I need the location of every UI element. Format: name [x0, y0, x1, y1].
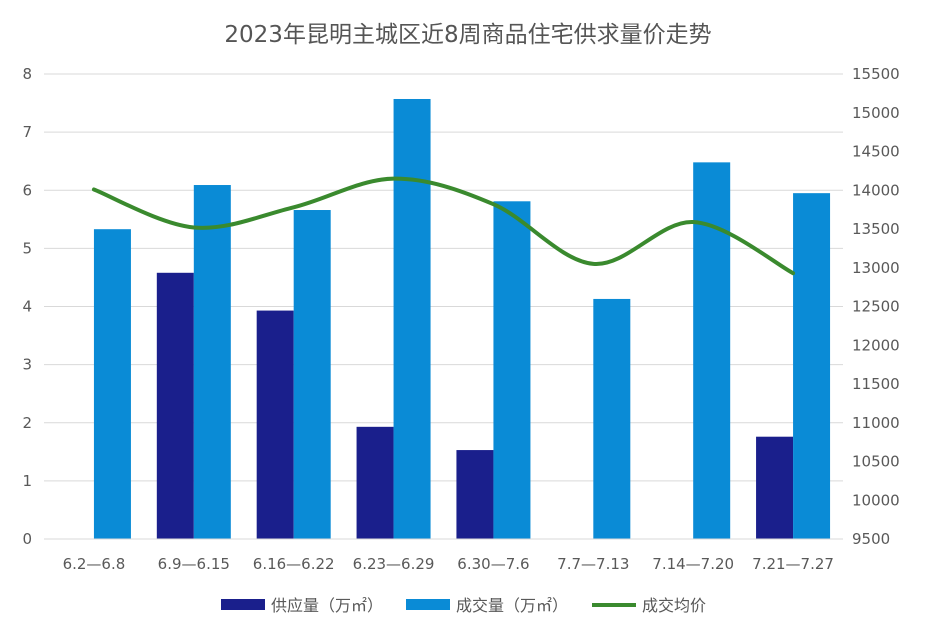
right-tick-label: 11500	[852, 375, 900, 393]
left-tick-label: 5	[22, 239, 32, 257]
legend-label: 成交量（万㎡）	[456, 596, 568, 615]
supply-bar	[157, 273, 194, 539]
x-tick-label: 6.9—6.15	[158, 555, 230, 573]
left-tick-label: 7	[22, 123, 32, 141]
x-tick-label: 6.2—6.8	[63, 555, 126, 573]
transaction-bar	[493, 201, 530, 539]
right-y-axis: 9500 10000 10500 11000 11500 12000 12500 13000 1…	[852, 65, 900, 548]
x-tick-label: 6.16—6.22	[253, 555, 335, 573]
supply-bar	[257, 311, 294, 539]
left-tick-label: 2	[22, 414, 32, 432]
x-tick-label: 7.7—7.13	[557, 555, 629, 573]
left-tick-label: 6	[22, 181, 32, 199]
right-tick-label: 14000	[852, 181, 900, 199]
supply-bar	[456, 450, 493, 539]
supply-bar	[357, 427, 394, 539]
right-tick-label: 9500	[852, 530, 890, 548]
left-tick-label: 0	[22, 530, 32, 548]
legend: 供应量（万㎡） 成交量（万㎡） 成交均价	[221, 596, 706, 615]
chart-title: 2023年昆明主城区近8周商品住宅供求量价走势	[224, 22, 711, 48]
right-tick-label: 10500	[852, 453, 900, 471]
legend-label: 成交均价	[642, 596, 706, 615]
x-tick-label: 7.21—7.27	[752, 555, 834, 573]
x-tick-label: 7.14—7.20	[652, 555, 734, 573]
transaction-bar	[94, 229, 131, 539]
right-tick-label: 12500	[852, 298, 900, 316]
legend-swatch	[406, 599, 450, 610]
left-tick-label: 4	[22, 298, 32, 316]
left-tick-label: 3	[22, 356, 32, 374]
right-tick-label: 13000	[852, 259, 900, 277]
transaction-bar	[793, 193, 830, 539]
right-tick-label: 11000	[852, 414, 900, 432]
right-tick-label: 14500	[852, 143, 900, 161]
transaction-bar	[593, 299, 630, 539]
bars	[94, 99, 830, 539]
x-axis: 6.2—6.8 6.9—6.15 6.16—6.22 6.23—6.29 6.30—7.…	[44, 539, 843, 573]
left-y-axis: 0 1 2 3 4 5 6 7 8	[22, 65, 32, 548]
x-tick-label: 6.23—6.29	[353, 555, 435, 573]
right-tick-label: 15500	[852, 65, 900, 83]
legend-label: 供应量（万㎡）	[271, 596, 383, 615]
left-tick-label: 1	[22, 472, 32, 490]
transaction-bar	[294, 210, 331, 539]
x-tick-label: 6.30—7.6	[457, 555, 529, 573]
supply-bar	[756, 437, 793, 539]
right-tick-label: 13500	[852, 220, 900, 238]
legend-swatch	[221, 599, 265, 610]
right-tick-label: 10000	[852, 491, 900, 509]
transaction-bar	[394, 99, 431, 539]
transaction-bar	[693, 162, 730, 539]
transaction-bar	[194, 185, 231, 539]
right-tick-label: 15000	[852, 104, 900, 122]
left-tick-label: 8	[22, 65, 32, 83]
right-tick-label: 12000	[852, 336, 900, 354]
